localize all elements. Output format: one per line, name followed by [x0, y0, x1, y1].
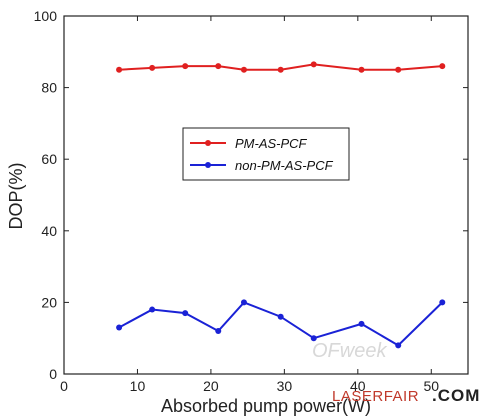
plot-area-frame — [63, 15, 469, 375]
legend-label: PM-AS-PCF — [235, 136, 308, 151]
x-tick-label: 0 — [60, 378, 68, 394]
y-tick-label: 0 — [49, 366, 57, 382]
x-tick-label: 20 — [203, 378, 219, 394]
y-tick-label: 100 — [34, 8, 58, 24]
data-point — [277, 66, 284, 73]
data-point — [395, 66, 402, 73]
data-point — [240, 299, 247, 306]
x-tick-label: 40 — [350, 378, 366, 394]
legend-marker — [205, 140, 211, 146]
data-point — [215, 328, 222, 335]
data-point — [240, 66, 247, 73]
data-point — [149, 306, 156, 313]
data-point — [182, 310, 189, 317]
watermark-com: .COM — [432, 386, 481, 405]
data-point — [116, 66, 123, 73]
data-point — [277, 313, 284, 320]
data-point — [149, 64, 156, 71]
data-point — [439, 63, 446, 70]
y-tick-label: 20 — [41, 294, 57, 310]
data-point — [215, 63, 222, 70]
data-point — [358, 320, 365, 327]
x-tick-label: 50 — [423, 378, 439, 394]
y-tick-label: 40 — [41, 223, 57, 239]
y-tick-label: 60 — [41, 151, 57, 167]
series-line-0 — [119, 63, 443, 71]
legend: PM-AS-PCF non-PM-AS-PCF — [182, 127, 350, 181]
x-axis-label: Absorbed pump power(W) — [161, 396, 371, 416]
legend-marker — [205, 162, 211, 168]
series-line-1 — [118, 301, 443, 347]
x-tick-label: 30 — [277, 378, 293, 394]
y-axis-label: DOP(%) — [6, 163, 26, 230]
legend-box — [182, 127, 350, 181]
data-point — [358, 66, 365, 73]
data-point — [439, 299, 446, 306]
data-point — [395, 342, 402, 349]
watermark-ofweek: OFweek — [312, 340, 387, 362]
axis-ticks: 0 10 20 30 40 50 0 20 40 60 80 100 — [34, 8, 468, 394]
data-point — [116, 324, 123, 331]
data-point — [310, 61, 317, 68]
x-tick-label: 10 — [130, 378, 146, 394]
watermark-laserfair: LASERFAIR — [332, 388, 420, 405]
series-layer — [116, 61, 446, 349]
data-point — [182, 63, 189, 70]
y-tick-label: 80 — [41, 80, 57, 96]
legend-label: non-PM-AS-PCF — [235, 158, 334, 173]
data-point — [310, 335, 317, 342]
